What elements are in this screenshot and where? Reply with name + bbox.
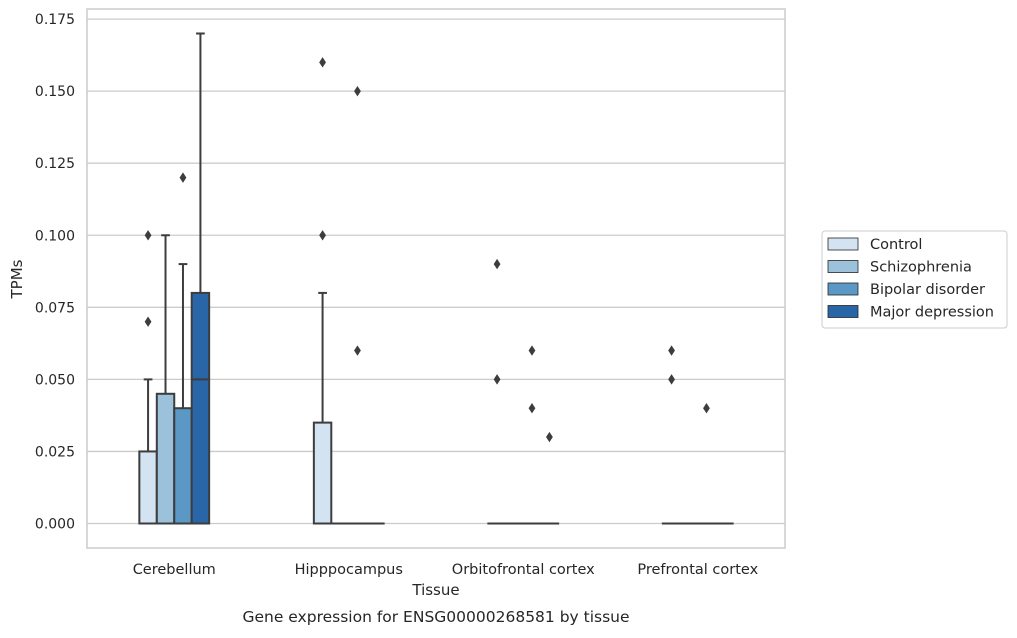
y-tick-label: 0.125 [35, 156, 75, 172]
chart-caption: Gene expression for ENSG00000268581 by t… [242, 608, 629, 626]
box-control [663, 345, 680, 523]
x-tick-label: Hipppocampus [295, 562, 403, 578]
box-body [139, 451, 156, 523]
outlier-point [180, 172, 187, 182]
outlier-point [145, 230, 152, 240]
legend-swatch [828, 306, 858, 318]
box-body [157, 394, 174, 524]
outlier-point [494, 374, 501, 384]
y-tick-label: 0.000 [35, 517, 75, 533]
box-body [314, 423, 331, 524]
outlier-point [354, 345, 361, 355]
x-ticks: Cerebellum Hipppocampus Orbitofrontal cort… [133, 562, 759, 578]
box-bipolar-disorder [523, 345, 540, 523]
box-bipolar-disorder [349, 86, 366, 524]
box-body [192, 293, 209, 524]
y-ticks: 0.000 0.025 0.050 0.075 0.100 0.125 0.150 0.175 [35, 12, 75, 532]
legend: Control Schizophrenia Bipolar disorder Majo… [822, 231, 1007, 328]
boxes [139, 34, 732, 524]
box-control [139, 230, 156, 523]
legend-swatch [828, 261, 858, 273]
legend-label: Control [870, 237, 922, 253]
legend-label: Schizophrenia [870, 260, 972, 276]
y-tick-label: 0.150 [35, 84, 75, 100]
legend-swatch [828, 283, 858, 295]
y-axis-label: TPMs [8, 259, 26, 299]
box-body [174, 408, 191, 523]
outlier-point [546, 432, 553, 442]
y-tick-label: 0.175 [35, 12, 75, 28]
outlier-point [319, 230, 326, 240]
outlier-point [319, 57, 326, 67]
x-tick-label: Orbitofrontal cortex [452, 562, 595, 578]
box-bipolar-disorder [174, 172, 191, 523]
legend-label: Bipolar disorder [870, 282, 985, 298]
box-control [488, 259, 505, 524]
outlier-point [494, 259, 501, 269]
y-tick-label: 0.025 [35, 444, 75, 460]
y-tick-label: 0.075 [35, 300, 75, 316]
y-tick-label: 0.100 [35, 228, 75, 244]
outlier-point [703, 403, 710, 413]
outlier-point [145, 317, 152, 327]
legend-label: Major depression [870, 305, 994, 321]
outlier-point [354, 86, 361, 96]
outlier-point [529, 345, 536, 355]
legend-swatch [828, 238, 858, 250]
box-major-depression [541, 432, 558, 524]
outlier-point [668, 345, 675, 355]
outlier-point [529, 403, 536, 413]
box-bipolar-disorder [698, 403, 715, 524]
box-major-depression [192, 34, 209, 524]
x-tick-label: Prefrontal cortex [637, 562, 758, 578]
x-tick-label: Cerebellum [133, 562, 216, 578]
y-tick-label: 0.050 [35, 372, 75, 388]
outlier-point [668, 374, 675, 384]
box-control [314, 57, 331, 523]
x-axis-label: Tissue [411, 581, 459, 599]
